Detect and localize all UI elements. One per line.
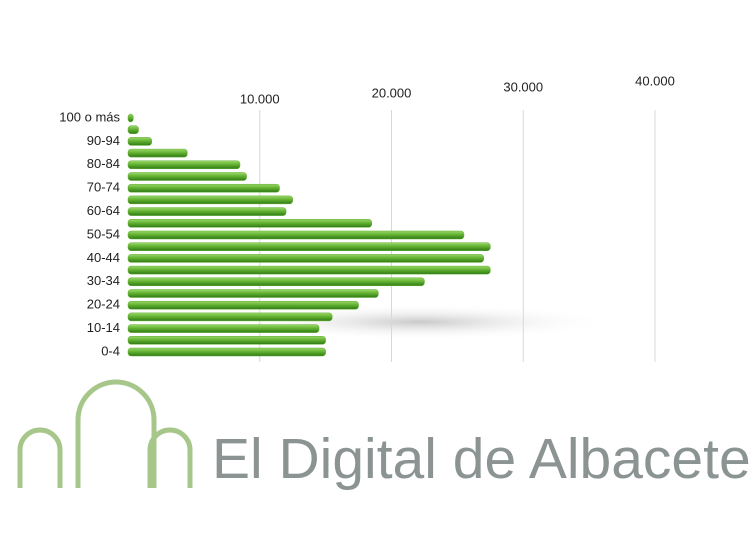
y-tick-label: 10-14 — [87, 320, 120, 335]
logo-text: El Digital de Albacete — [212, 427, 751, 491]
y-tick-label: 100 o más — [59, 109, 120, 124]
bar — [127, 137, 152, 146]
bar — [127, 289, 379, 298]
bar — [127, 324, 320, 333]
y-tick-label: 60-64 — [87, 203, 120, 218]
bar — [127, 160, 241, 170]
bar — [127, 336, 326, 345]
y-tick-label: 40-44 — [87, 250, 120, 265]
x-tick-label: 20.000 — [372, 85, 412, 100]
bar — [127, 172, 247, 181]
bar — [127, 195, 293, 205]
x-tick-label: 10.000 — [240, 91, 280, 106]
bar — [127, 347, 326, 357]
y-tick-label: 0-4 — [101, 343, 120, 358]
bar — [127, 300, 359, 310]
bar — [127, 242, 491, 251]
logo-arches — [17, 379, 193, 488]
bar — [127, 265, 491, 275]
x-tick-label: 40.000 — [635, 73, 675, 88]
bar — [127, 277, 425, 287]
bar — [127, 207, 287, 216]
bar — [127, 254, 484, 263]
bar — [127, 183, 280, 193]
bar — [127, 148, 188, 158]
bar — [127, 219, 372, 228]
y-tick-label: 50-54 — [87, 226, 120, 241]
bar — [127, 312, 333, 322]
y-tick-label: 80-84 — [87, 156, 120, 171]
bar — [127, 230, 465, 240]
y-tick-label: 20-24 — [87, 297, 120, 312]
y-tick-label: 90-94 — [87, 133, 120, 148]
bar — [127, 125, 139, 134]
bar — [127, 113, 134, 123]
plot-area: 10.000 20.000 30.000 40.000 100 o más 90-94 80… — [59, 73, 675, 362]
x-tick-label: 30.000 — [503, 79, 543, 94]
y-tick-label: 30-34 — [87, 273, 120, 288]
y-tick-label: 70-74 — [87, 180, 120, 195]
